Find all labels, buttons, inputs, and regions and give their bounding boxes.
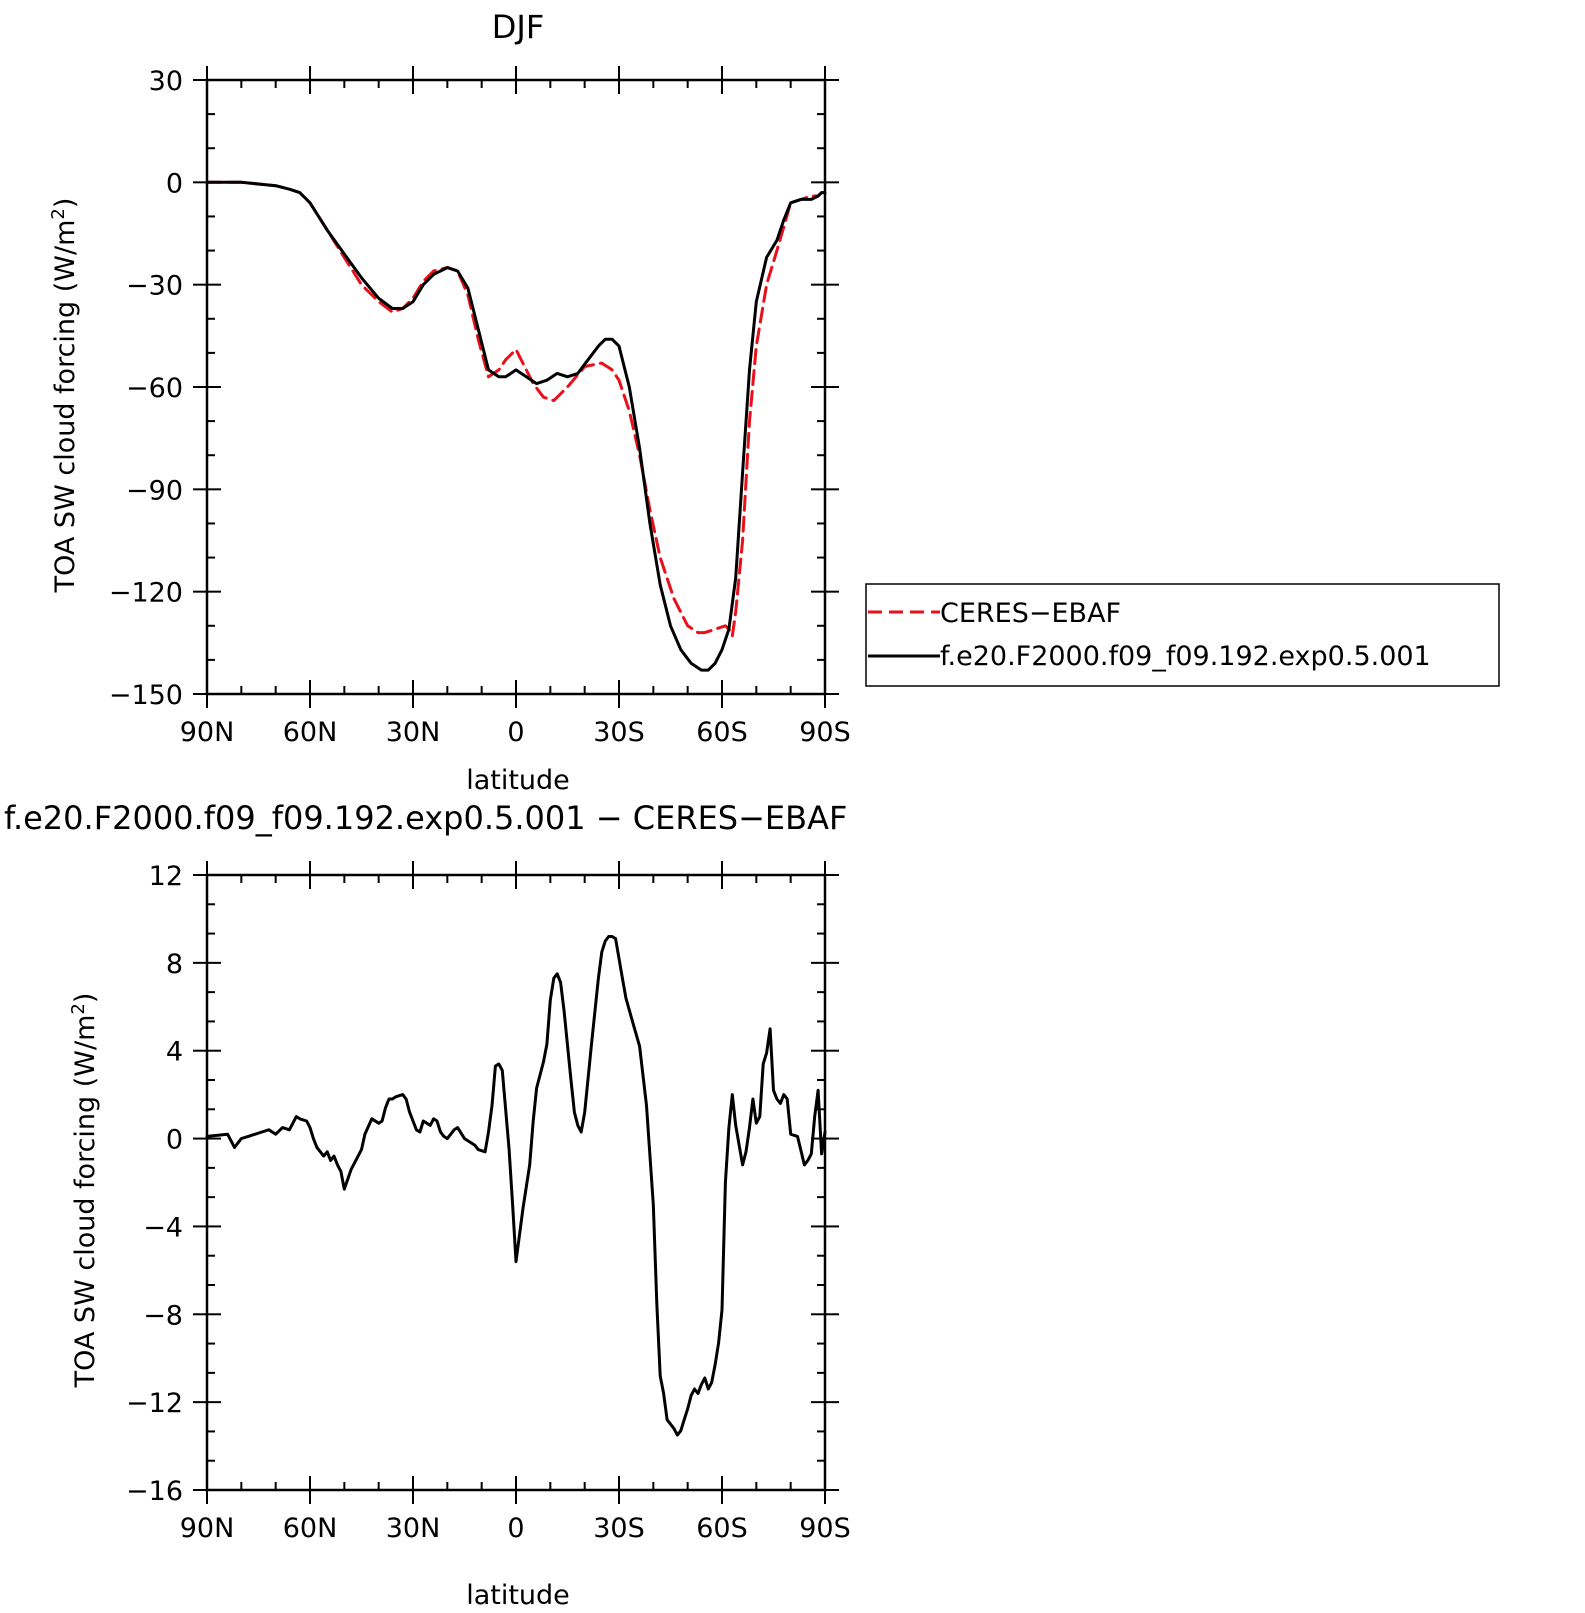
legend: CERES−EBAF f.e20.F2000.f09_f09.192.exp0.… — [865, 583, 1500, 687]
top-y-axis-label-close: ) — [50, 198, 81, 209]
bottom-x-tick-label: 30N — [386, 1513, 441, 1544]
bottom-y-tick-label: −12 — [126, 1388, 183, 1419]
bottom-y-tick-label: −4 — [143, 1212, 183, 1243]
top-x-tick-label: 60N — [283, 717, 338, 748]
bottom-x-tick-label: 90N — [180, 1513, 235, 1544]
bottom-x-tick-label: 0 — [507, 1513, 524, 1544]
top-series-line-1 — [205, 180, 827, 672]
bottom-x-axis-label: latitude — [466, 1580, 570, 1611]
bottom-panel: f.e20.F2000.f09_f09.192.exp0.5.001 − CER… — [4, 799, 851, 1611]
bottom-y-axis-label-sup: 2 — [68, 1003, 89, 1014]
bottom-y-axis-label-close: ) — [70, 993, 101, 1004]
bottom-x-tick-label: 60S — [696, 1513, 748, 1544]
top-y-axis-label-sup: 2 — [48, 208, 69, 219]
top-x-axis-label: latitude — [466, 765, 570, 796]
bottom-y-tick-label: 8 — [166, 949, 183, 980]
top-y-tick-label: −60 — [126, 373, 183, 404]
top-y-axis-label-main: TOA SW cloud forcing (W/m — [50, 220, 81, 594]
top-y-tick-label: 30 — [149, 66, 183, 97]
bottom-y-tick-label: 0 — [166, 1125, 183, 1156]
top-series-line-0 — [205, 180, 827, 638]
top-tick-labels: 90N 60N 30N 0 30S 60S 90S 30 0 −30 −60 −90 −120 −150 — [109, 66, 851, 748]
top-ticks — [193, 66, 839, 708]
top-x-tick-label: 90S — [799, 717, 851, 748]
bottom-series-layer — [205, 935, 827, 1437]
bottom-ticks — [193, 861, 839, 1504]
bottom-plot-frame — [205, 873, 827, 1492]
bottom-x-tick-label: 90S — [799, 1513, 851, 1544]
top-series-layer — [205, 180, 827, 672]
top-x-tick-label: 30S — [593, 717, 645, 748]
bottom-tick-labels: 90N 60N 30N 0 30S 60S 90S 12 8 4 0 −4 −8 −12 −16 — [126, 861, 851, 1544]
top-x-tick-label: 0 — [507, 717, 524, 748]
top-y-axis-label: TOA SW cloud forcing (W/m2) — [48, 198, 81, 594]
legend-box — [865, 583, 1500, 687]
top-y-tick-label: 0 — [166, 168, 183, 199]
top-panel: DJF 90N 60N 30N 0 30S 60S 90S 30 0 −30 −60 −90 −120 −… — [48, 8, 851, 796]
top-plot-frame — [205, 78, 827, 696]
bottom-series-line-0 — [205, 935, 827, 1437]
top-y-tick-label: −30 — [126, 271, 183, 302]
bottom-y-axis-label-main: TOA SW cloud forcing (W/m — [70, 1015, 101, 1389]
bottom-y-tick-label: −16 — [126, 1476, 183, 1507]
top-y-tick-label: −150 — [109, 680, 183, 711]
bottom-x-tick-label: 60N — [283, 1513, 338, 1544]
bottom-y-axis-label: TOA SW cloud forcing (W/m2) — [68, 993, 101, 1389]
top-y-tick-label: −120 — [109, 578, 183, 609]
legend-label-ceres: CERES−EBAF — [940, 598, 1121, 629]
legend-label-model: f.e20.F2000.f09_f09.192.exp0.5.001 — [940, 641, 1431, 672]
top-x-tick-label: 60S — [696, 717, 748, 748]
bottom-title: f.e20.F2000.f09_f09.192.exp0.5.001 − CER… — [4, 799, 847, 837]
top-x-tick-label: 30N — [386, 717, 441, 748]
top-y-tick-label: −90 — [126, 475, 183, 506]
bottom-y-tick-label: 4 — [166, 1037, 183, 1068]
bottom-y-tick-label: −8 — [143, 1300, 183, 1331]
bottom-x-tick-label: 30S — [593, 1513, 645, 1544]
bottom-y-tick-label: 12 — [149, 861, 183, 892]
top-title: DJF — [492, 8, 544, 46]
top-x-tick-label: 90N — [180, 717, 235, 748]
